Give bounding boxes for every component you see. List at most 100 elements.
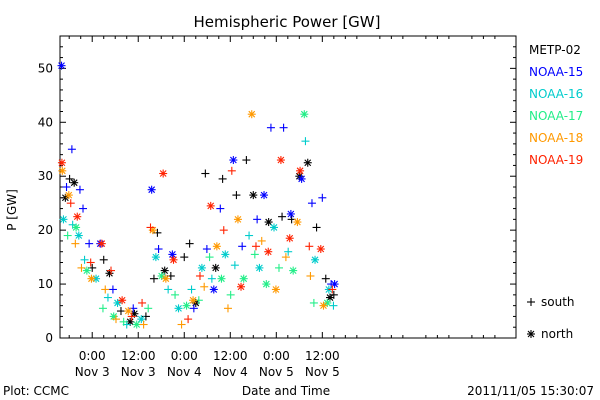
data-point-noaa-19 (57, 158, 66, 167)
data-point-noaa-16 (301, 137, 310, 146)
marker-stroke (133, 321, 141, 328)
data-point-metp-02 (312, 223, 321, 232)
marker-stroke (152, 253, 160, 261)
marker-stroke (170, 256, 177, 264)
marker-stroke (60, 215, 67, 223)
data-point-noaa-15 (318, 193, 327, 202)
marker-stroke (88, 275, 95, 283)
data-point-noaa-15 (62, 183, 71, 191)
data-point-noaa-15 (266, 123, 275, 132)
marker-stroke (221, 251, 229, 258)
marker-stroke (527, 330, 535, 338)
y-tick-label: 50 (38, 61, 53, 75)
y-tick-label: 0 (45, 331, 53, 345)
legend-entry: NOAA-18 (529, 131, 583, 145)
data-point-noaa-16 (197, 263, 206, 272)
marker-stroke (317, 245, 325, 253)
data-point-noaa-15 (79, 204, 88, 213)
marker-stroke (270, 224, 278, 231)
data-point-noaa-19 (118, 296, 127, 305)
data-point-noaa-17 (239, 274, 248, 283)
x-tick-time: 12:00 (121, 349, 156, 363)
legend-entry: NOAA-17 (529, 109, 583, 123)
marker-stroke (58, 159, 66, 167)
data-point-noaa-17 (144, 304, 153, 313)
data-point-noaa-18 (306, 271, 315, 280)
data-point-noaa-17 (289, 266, 298, 275)
data-point-metp-02 (249, 191, 258, 200)
data-point-noaa-18 (64, 191, 73, 200)
marker-stroke (148, 186, 156, 194)
data-point-noaa-18 (233, 215, 242, 224)
marker-stroke (72, 224, 80, 231)
marker-stroke (272, 286, 280, 293)
data-point-noaa-15 (260, 191, 269, 200)
y-tick-label: 20 (38, 223, 53, 237)
data-point-noaa-19 (264, 247, 273, 256)
data-point-noaa-17 (98, 304, 107, 313)
marker-stroke (320, 302, 327, 310)
data-point-noaa-19 (97, 239, 106, 248)
data-point-noaa-17 (262, 280, 271, 289)
marker-stroke (326, 294, 334, 301)
data-point-noaa-15 (307, 199, 316, 208)
marker-stroke (213, 242, 221, 250)
x-tick-date: Nov 4 (213, 365, 248, 379)
data-point-noaa-19 (73, 212, 82, 221)
x-axis-label: Date and Time (242, 384, 330, 398)
data-point-noaa-18 (139, 320, 148, 329)
marker-stroke (300, 110, 308, 118)
data-point-metp-02 (180, 253, 189, 262)
data-point-noaa-19 (146, 223, 155, 232)
data-point-noaa-19 (296, 166, 305, 175)
data-point-noaa-16 (255, 263, 264, 272)
data-point-noaa-18 (101, 285, 110, 294)
data-point-noaa-16 (311, 255, 320, 264)
data-point-noaa-18 (319, 301, 328, 310)
data-point-noaa-18 (87, 274, 96, 283)
data-point-noaa-18 (124, 307, 133, 316)
data-point-noaa-17 (63, 231, 72, 240)
data-point-noaa-15 (85, 239, 94, 248)
data-point-noaa-19 (159, 169, 168, 178)
marker-stroke (311, 256, 319, 264)
data-point-noaa-19 (219, 226, 228, 235)
data-point-noaa-19 (237, 282, 246, 291)
data-point-metp-02 (329, 290, 338, 299)
data-point-noaa-15 (286, 209, 295, 218)
data-point-noaa-15 (297, 174, 306, 183)
data-point-noaa-16 (245, 231, 254, 240)
legend-entry: METP-02 (529, 43, 581, 57)
data-point-noaa-15 (279, 123, 288, 132)
marker-legend-label: north (541, 327, 573, 341)
marker-stroke (277, 156, 285, 164)
data-point-noaa-17 (182, 301, 191, 310)
data-point-noaa-18 (71, 239, 80, 248)
plus-marker-icon (527, 298, 535, 306)
data-point-noaa-19 (305, 242, 314, 251)
data-point-noaa-17 (250, 250, 259, 259)
data-point-noaa-18 (161, 274, 170, 283)
marker-stroke (218, 275, 225, 283)
marker-stroke (65, 191, 73, 199)
data-point-noaa-15 (147, 185, 156, 194)
marker-stroke (183, 302, 190, 310)
marker-stroke (124, 307, 132, 315)
data-point-noaa-15 (209, 285, 218, 294)
marker-stroke (75, 232, 83, 239)
data-point-noaa-16 (221, 250, 230, 259)
data-point-noaa-18 (200, 282, 209, 291)
marker-stroke (83, 267, 91, 274)
x-tick-time: 12:00 (305, 349, 340, 363)
x-tick-time: 0:00 (79, 349, 106, 363)
marker-stroke (262, 280, 270, 288)
marker-stroke (198, 264, 206, 272)
data-point-noaa-19 (127, 312, 136, 321)
marker-stroke (212, 264, 220, 272)
marker-stroke (286, 234, 294, 242)
x-tick-time: 0:00 (263, 349, 290, 363)
plot-credit: Plot: CCMC (3, 384, 69, 398)
y-tick-label: 40 (38, 115, 53, 129)
x-tick-date: Nov 5 (305, 365, 340, 379)
data-point-metp-02 (201, 169, 210, 178)
